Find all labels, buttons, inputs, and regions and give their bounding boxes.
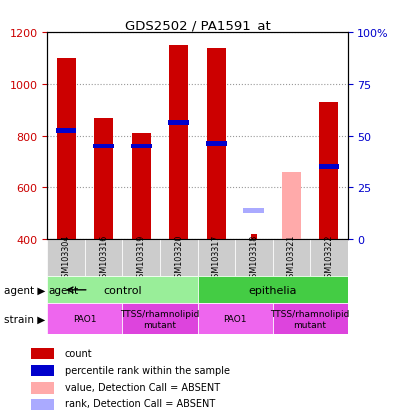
- Bar: [169, 46, 188, 240]
- Text: GSM103319: GSM103319: [137, 234, 146, 282]
- Text: control: control: [103, 285, 142, 295]
- Bar: [131, 144, 152, 149]
- Bar: [273, 240, 310, 277]
- Text: PAO1: PAO1: [223, 315, 247, 323]
- Text: agent ▶: agent ▶: [4, 285, 45, 295]
- Text: TTSS/rhamnolipid
mutant: TTSS/rhamnolipid mutant: [271, 309, 350, 329]
- Bar: [122, 240, 160, 277]
- Bar: [93, 144, 114, 149]
- Bar: [251, 235, 257, 240]
- Bar: [235, 240, 273, 277]
- Bar: [122, 304, 198, 335]
- Text: GSM103317: GSM103317: [212, 234, 221, 282]
- Text: GSM103322: GSM103322: [324, 234, 333, 282]
- Title: GDS2502 / PA1591_at: GDS2502 / PA1591_at: [125, 19, 270, 32]
- Bar: [85, 240, 122, 277]
- Bar: [198, 240, 235, 277]
- Bar: [56, 129, 77, 133]
- Bar: [47, 304, 122, 335]
- Bar: [198, 304, 273, 335]
- Bar: [132, 134, 150, 240]
- Text: GSM103321: GSM103321: [287, 234, 296, 282]
- Bar: [31, 348, 54, 359]
- Text: GSM103318: GSM103318: [249, 234, 258, 282]
- Bar: [57, 59, 75, 240]
- Bar: [273, 304, 348, 335]
- Bar: [206, 142, 227, 146]
- Text: GSM103320: GSM103320: [174, 234, 183, 282]
- Text: percentile rank within the sample: percentile rank within the sample: [65, 365, 230, 375]
- Bar: [310, 240, 348, 277]
- Bar: [160, 240, 198, 277]
- Bar: [243, 209, 264, 214]
- Bar: [31, 399, 54, 410]
- Text: GSM103304: GSM103304: [62, 234, 71, 282]
- Bar: [318, 165, 339, 170]
- Bar: [47, 277, 198, 304]
- Bar: [320, 103, 338, 240]
- Text: GSM103316: GSM103316: [99, 234, 108, 282]
- Bar: [31, 366, 54, 377]
- Text: agent: agent: [48, 285, 78, 295]
- Bar: [198, 277, 348, 304]
- Bar: [207, 48, 226, 240]
- Text: value, Detection Call = ABSENT: value, Detection Call = ABSENT: [65, 382, 220, 392]
- Text: count: count: [65, 348, 92, 358]
- Text: epithelia: epithelia: [248, 285, 297, 295]
- Bar: [94, 118, 113, 240]
- Bar: [47, 240, 85, 277]
- Bar: [282, 173, 301, 240]
- Text: TTSS/rhamnolipid
mutant: TTSS/rhamnolipid mutant: [120, 309, 199, 329]
- Text: strain ▶: strain ▶: [4, 314, 45, 324]
- Text: rank, Detection Call = ABSENT: rank, Detection Call = ABSENT: [65, 399, 215, 408]
- Text: PAO1: PAO1: [73, 315, 97, 323]
- Bar: [168, 121, 189, 126]
- Bar: [31, 382, 54, 394]
